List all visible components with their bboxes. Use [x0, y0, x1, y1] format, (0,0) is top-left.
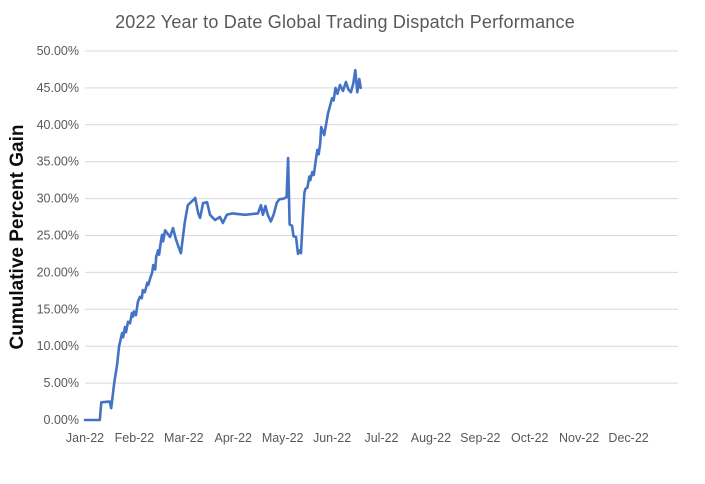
x-tick-label: Dec-22: [608, 431, 648, 445]
chart-title: 2022 Year to Date Global Trading Dispatc…: [115, 12, 575, 32]
x-tick-label: Sep-22: [460, 431, 500, 445]
y-tick-label: 10.00%: [37, 339, 79, 353]
x-tick-label: Nov-22: [559, 431, 599, 445]
x-tick-label: Feb-22: [115, 431, 155, 445]
x-tick-label: Mar-22: [164, 431, 204, 445]
y-tick-label: 40.00%: [37, 118, 79, 132]
x-tick-label: Oct-22: [511, 431, 549, 445]
x-tick-label: Jan-22: [66, 431, 104, 445]
y-tick-label: 50.00%: [37, 44, 79, 58]
y-tick-label: 45.00%: [37, 81, 79, 95]
y-tick-label: 25.00%: [37, 229, 79, 243]
x-tick-label: Apr-22: [214, 431, 252, 445]
y-tick-label: 5.00%: [44, 376, 79, 390]
y-tick-label: 30.00%: [37, 192, 79, 206]
x-tick-label: Jun-22: [313, 431, 351, 445]
y-tick-label: 15.00%: [37, 302, 79, 316]
x-tick-label: May-22: [262, 431, 304, 445]
y-tick-label: 35.00%: [37, 155, 79, 169]
x-tick-label: Aug-22: [411, 431, 451, 445]
x-tick-label: Jul-22: [364, 431, 398, 445]
y-tick-label: 0.00%: [44, 413, 79, 427]
y-axis-title: Cumulative Percent Gain: [7, 124, 28, 350]
performance-line: [83, 68, 363, 422]
y-tick-label: 20.00%: [37, 265, 79, 279]
